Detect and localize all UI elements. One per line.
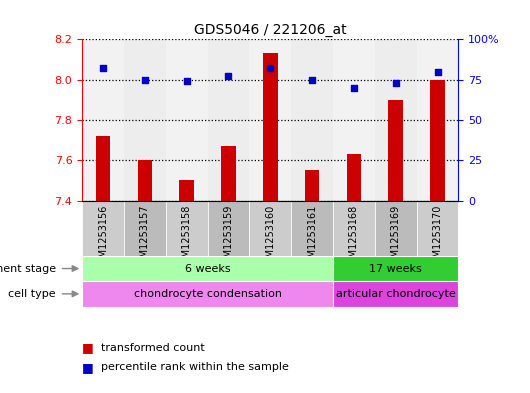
- Text: GSM1253159: GSM1253159: [224, 205, 234, 270]
- Point: [99, 65, 107, 72]
- Point: [182, 78, 191, 84]
- Bar: [250, 39, 291, 200]
- Bar: [291, 39, 333, 200]
- Bar: [263, 53, 278, 200]
- Bar: [388, 100, 403, 200]
- Text: transformed count: transformed count: [101, 343, 205, 353]
- Bar: [305, 170, 320, 200]
- Point: [350, 84, 358, 91]
- Bar: [375, 39, 417, 200]
- Bar: [250, 200, 291, 256]
- Point: [308, 77, 316, 83]
- Bar: [208, 39, 250, 200]
- Bar: [221, 146, 236, 200]
- Bar: [333, 200, 375, 256]
- Text: 6 weeks: 6 weeks: [185, 264, 231, 274]
- Bar: [138, 160, 152, 200]
- Bar: [82, 200, 124, 256]
- Text: GSM1253169: GSM1253169: [391, 205, 401, 270]
- Text: GSM1253170: GSM1253170: [432, 205, 443, 270]
- Bar: [179, 180, 194, 200]
- Bar: [166, 39, 208, 200]
- Text: development stage: development stage: [0, 264, 56, 274]
- Bar: [333, 39, 375, 200]
- Text: GSM1253156: GSM1253156: [98, 205, 108, 270]
- Bar: [375, 200, 417, 256]
- Bar: [96, 136, 110, 200]
- Bar: [417, 200, 458, 256]
- Point: [434, 68, 442, 75]
- Text: percentile rank within the sample: percentile rank within the sample: [101, 362, 288, 373]
- Point: [224, 73, 233, 79]
- Text: 17 weeks: 17 weeks: [369, 264, 422, 274]
- Text: chondrocyte condensation: chondrocyte condensation: [134, 289, 281, 299]
- Bar: [347, 154, 361, 200]
- Bar: [333, 256, 458, 281]
- Bar: [82, 39, 124, 200]
- Text: GSM1253158: GSM1253158: [182, 205, 192, 270]
- Bar: [124, 200, 166, 256]
- Bar: [166, 200, 208, 256]
- Point: [140, 77, 149, 83]
- Text: ■: ■: [82, 361, 98, 374]
- Text: GSM1253157: GSM1253157: [140, 205, 150, 270]
- Text: GSM1253160: GSM1253160: [266, 205, 275, 270]
- Text: ■: ■: [82, 341, 98, 354]
- Bar: [124, 39, 166, 200]
- Point: [266, 65, 275, 72]
- Bar: [417, 39, 458, 200]
- Text: articular chondrocyte: articular chondrocyte: [336, 289, 456, 299]
- Bar: [82, 281, 333, 307]
- Title: GDS5046 / 221206_at: GDS5046 / 221206_at: [194, 23, 347, 37]
- Text: GSM1253168: GSM1253168: [349, 205, 359, 270]
- Point: [392, 80, 400, 86]
- Bar: [291, 200, 333, 256]
- Text: cell type: cell type: [8, 289, 56, 299]
- Bar: [82, 256, 333, 281]
- Bar: [208, 200, 250, 256]
- Bar: [430, 80, 445, 200]
- Text: GSM1253161: GSM1253161: [307, 205, 317, 270]
- Bar: [333, 281, 458, 307]
